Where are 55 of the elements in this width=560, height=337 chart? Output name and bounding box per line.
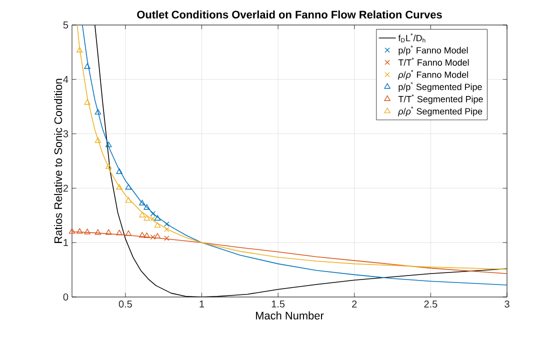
x-tick-label: 3 <box>504 300 510 308</box>
y-tick-label: 1 <box>64 239 68 246</box>
point <box>116 168 122 174</box>
point <box>164 236 170 241</box>
point <box>94 229 102 235</box>
chart-title: Outlet Conditions Overlaid on Fanno Flow Relation Curves <box>137 10 442 18</box>
point <box>125 184 132 190</box>
point <box>84 228 90 234</box>
point <box>144 232 150 238</box>
y-tick-label: 3 <box>63 130 68 138</box>
point <box>106 142 112 148</box>
legend-label: p/p$^{*}$ Fanno Model <box>398 45 468 56</box>
x-axis-title: Mach Number <box>256 311 324 320</box>
point <box>106 229 112 235</box>
point <box>76 228 83 234</box>
y-tick-label: 4 <box>63 76 68 83</box>
point <box>84 99 90 105</box>
point <box>154 222 161 228</box>
point <box>144 215 150 221</box>
point <box>150 234 156 240</box>
legend-label: ρ/ρ$^{*}$ Segmented Pipe <box>398 106 482 116</box>
line-series <box>72 231 508 274</box>
point <box>164 226 170 232</box>
point <box>139 212 146 218</box>
x-tick-label: 1.5 <box>272 300 285 308</box>
point <box>139 232 146 238</box>
point <box>139 200 146 206</box>
point <box>154 215 161 221</box>
y-axis-title: Ratios Relative to Sonic Condition <box>54 78 62 243</box>
legend-label: f$_{D}$L$^{*}$/D$_{h}$ <box>398 33 426 42</box>
legend-label: ρ/ρ$^{*}$ Fanno Model <box>398 70 468 80</box>
y-tick-label: 5 <box>63 22 68 28</box>
point <box>84 63 90 69</box>
point <box>125 197 132 203</box>
legend-label: p/p$^{*}$ Segmented Pipe <box>398 82 482 92</box>
point <box>94 109 102 115</box>
point <box>144 204 150 210</box>
point <box>164 222 170 227</box>
point <box>94 137 102 143</box>
point <box>116 184 122 190</box>
legend-label: T/T$^{*}$ Fanno Model <box>398 58 469 66</box>
point <box>76 47 83 53</box>
y-tick-label: 2 <box>63 184 68 192</box>
x-tick-label: 1 <box>200 300 204 308</box>
point <box>68 228 76 234</box>
point <box>150 216 156 222</box>
x-tick-label: 0.5 <box>118 300 132 308</box>
y-tick-label: 0 <box>63 293 68 301</box>
point <box>116 230 122 236</box>
legend-label: T/T$^{*}$ Segmented Pipe <box>398 94 483 104</box>
x-tick-label: 2 <box>352 300 357 308</box>
point <box>106 163 112 169</box>
point <box>154 233 161 239</box>
x-tick-label: 2.5 <box>424 300 438 308</box>
point <box>125 230 132 236</box>
